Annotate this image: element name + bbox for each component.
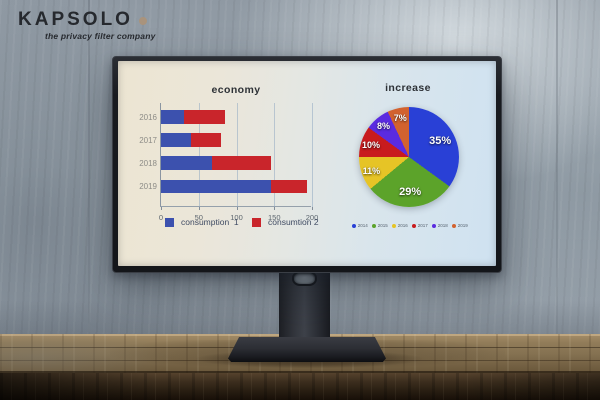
desk-front-edge — [0, 373, 600, 400]
wall-seam — [88, 0, 90, 340]
legend-item: 2014 — [352, 223, 368, 228]
legend-item: consumption 1 — [165, 217, 239, 227]
legend-dot — [432, 223, 437, 228]
legend-dot — [372, 223, 377, 228]
kapsolo-logo: KAPSOLO the privacy filter company — [18, 9, 156, 41]
legend-item: 2015 — [372, 223, 388, 228]
axis-tick-label: 150 — [267, 213, 281, 222]
axis-tick — [312, 207, 313, 210]
bar-segment — [191, 133, 222, 147]
legend-label: 2018 — [437, 223, 448, 228]
bar-segment — [212, 156, 272, 170]
monitor: economy 0 50 100 150 200 2016 2017 2018 2019 con… — [112, 56, 502, 273]
axis-tick — [161, 207, 162, 210]
legend-swatch — [252, 217, 261, 227]
legend-label: 2019 — [457, 223, 468, 228]
category-label: 2017 — [139, 135, 157, 145]
legend-item: 2016 — [392, 223, 408, 228]
bar-chart-plot: 0 50 100 150 200 2016 2017 2018 2019 — [139, 103, 318, 222]
pie-slice-label: 29% — [399, 185, 422, 198]
legend-label: 2014 — [357, 223, 368, 228]
axis-tick-label: 100 — [230, 213, 243, 222]
pie-slice-label: 8% — [376, 121, 391, 132]
legend-swatch — [165, 217, 174, 227]
pie-slice-label: 35% — [429, 135, 452, 148]
bar-chart-title: economy — [211, 84, 261, 96]
brand-tagline: the privacy filter company — [45, 31, 156, 41]
pie-chart-legend: 2014 2015 2016 2017 2018 2019 — [332, 223, 488, 228]
legend-item: 2019 — [452, 223, 468, 228]
bar-row — [161, 110, 226, 124]
wall-seam — [556, 0, 558, 338]
bar-row — [161, 133, 222, 147]
brand-wordmark: KAPSOLO — [18, 9, 133, 30]
legend-dot — [392, 223, 397, 228]
axis-tick — [274, 207, 276, 210]
monitor-stand-base — [228, 337, 386, 362]
bar-segment — [183, 110, 226, 124]
pie-slice-label: 11% — [362, 165, 381, 176]
legend-item: 2017 — [412, 223, 428, 228]
cable-management-hole — [294, 273, 315, 284]
axis-tick-label: 0 — [158, 213, 164, 222]
legend-label: 2015 — [377, 223, 388, 228]
gridline — [198, 103, 200, 207]
axis-tick — [198, 207, 200, 210]
desk-edge — [0, 371, 600, 373]
legend-item: 2018 — [432, 223, 448, 228]
legend-label: consumtion 2 — [268, 217, 319, 227]
bar-segment — [271, 179, 307, 194]
legend-label: 2017 — [417, 223, 428, 228]
bar-row — [161, 179, 307, 194]
pie-slice-label: 7% — [393, 112, 407, 123]
axis-tick-label: 50 — [194, 213, 203, 222]
category-label: 2016 — [139, 112, 157, 122]
category-label: 2019 — [139, 182, 157, 192]
bar-segment — [161, 110, 184, 124]
legend-label: 2016 — [397, 223, 408, 228]
legend-dot — [412, 223, 417, 228]
gridline — [274, 103, 276, 207]
bar-segment — [161, 133, 192, 147]
pie-chart-title: increase — [385, 82, 431, 94]
legend-item: consumtion 2 — [252, 217, 319, 227]
brand-dot-icon — [138, 17, 147, 25]
axis-tick — [236, 207, 238, 210]
category-label: 2018 — [139, 158, 157, 168]
monitor-screen: economy 0 50 100 150 200 2016 2017 2018 2019 con… — [118, 61, 496, 266]
legend-dot — [352, 223, 357, 228]
axis-tick-label: 200 — [305, 213, 319, 222]
bar-segment — [161, 179, 272, 194]
pie-chart: 35% 29% 11% 10% 8% 7% — [359, 107, 459, 207]
gridline — [312, 103, 313, 207]
monitor-stand-column — [279, 270, 330, 343]
legend-label: consumption 1 — [181, 217, 239, 227]
bar-row — [161, 156, 272, 170]
pie-slice-label: 10% — [361, 139, 380, 150]
legend-dot — [452, 223, 457, 228]
bar-chart-legend: consumption 1 consumtion 2 — [160, 217, 460, 233]
gridline — [236, 103, 238, 207]
bar-segment — [161, 156, 213, 170]
